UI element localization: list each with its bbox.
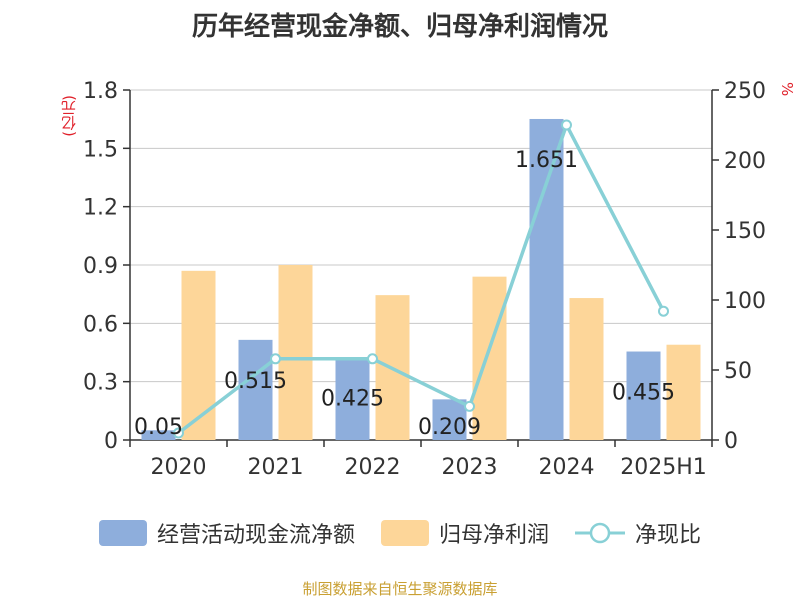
line-ratio-point	[658, 305, 669, 317]
bar-cashflow	[238, 339, 273, 440]
legend-label-ratio: 净现比	[635, 523, 702, 548]
legend-item-cashflow[interactable]: 经营活动现金流净额	[98, 517, 355, 549]
right-axis-tick-label: 0	[724, 429, 738, 454]
legend-swatch-cashflow	[98, 520, 147, 546]
left-axis-tick-label: 1.8	[83, 79, 118, 104]
left-axis-tick-label: 1.2	[83, 196, 118, 221]
line-ratio-point	[561, 119, 572, 131]
left-axis-tick-label: 0.6	[83, 312, 118, 337]
x-axis-tick-label: 2022	[345, 455, 401, 480]
data-label-cashflow: 0.425	[321, 386, 384, 411]
legend-swatch-netprofit	[380, 520, 429, 546]
line-ratio-point	[367, 353, 378, 365]
right-axis-tick-label: 200	[724, 149, 766, 174]
line-ratio-point	[173, 427, 184, 439]
right-axis-unit: %	[778, 82, 796, 97]
bar-netprofit	[666, 344, 701, 440]
line-ratio-point	[464, 400, 475, 412]
bar-cashflow	[432, 399, 467, 440]
chart-legend: 经营活动现金流净额 归母净利润 净现比	[0, 517, 800, 549]
left-axis-tick-label: 1.5	[83, 137, 118, 162]
x-axis-tick-label: 2023	[442, 455, 498, 480]
right-axis-tick-label: 250	[724, 79, 766, 104]
right-axis-tick-label: 100	[724, 289, 766, 314]
left-axis-tick-label: 0.3	[83, 371, 118, 396]
bar-netprofit	[472, 276, 507, 440]
line-ratio	[177, 120, 666, 435]
legend-marker-ratio	[575, 522, 625, 544]
left-axis-tick-label: 0.9	[83, 254, 118, 279]
right-axis-tick-label: 50	[724, 359, 752, 384]
legend-label-netprofit: 归母净利润	[438, 523, 549, 548]
bar-netprofit	[278, 265, 313, 440]
legend-item-ratio[interactable]: 净现比	[575, 517, 701, 549]
bar-netprofit	[569, 298, 604, 440]
line-ratio-point	[270, 353, 281, 365]
bar-cashflow	[626, 351, 661, 440]
right-axis-tick-label: 150	[724, 219, 766, 244]
legend-item-netprofit[interactable]: 归母净利润	[380, 517, 549, 549]
bar-netprofit	[181, 270, 216, 440]
data-label-cashflow: 0.209	[418, 415, 481, 440]
data-label-cashflow: 1.651	[515, 148, 578, 173]
x-axis-tick-label: 2021	[248, 455, 304, 480]
data-label-cashflow: 0.05	[134, 415, 183, 440]
data-label-cashflow: 0.515	[224, 369, 287, 394]
x-axis-tick-label: 2025H1	[620, 455, 707, 480]
chart-title: 历年经营现金净额、归母净利润情况	[191, 12, 608, 42]
bar-cashflow	[529, 118, 564, 440]
x-axis-tick-label: 2020	[151, 455, 207, 480]
source-note: 制图数据来自恒生聚源数据库	[302, 580, 498, 598]
legend-label-cashflow: 经营活动现金流净额	[156, 523, 355, 548]
data-label-cashflow: 0.455	[612, 381, 675, 406]
bar-cashflow	[141, 430, 176, 440]
left-axis-tick-label: 0	[104, 429, 118, 454]
x-axis-tick-label: 2024	[539, 455, 595, 480]
bar-cashflow	[335, 357, 370, 440]
